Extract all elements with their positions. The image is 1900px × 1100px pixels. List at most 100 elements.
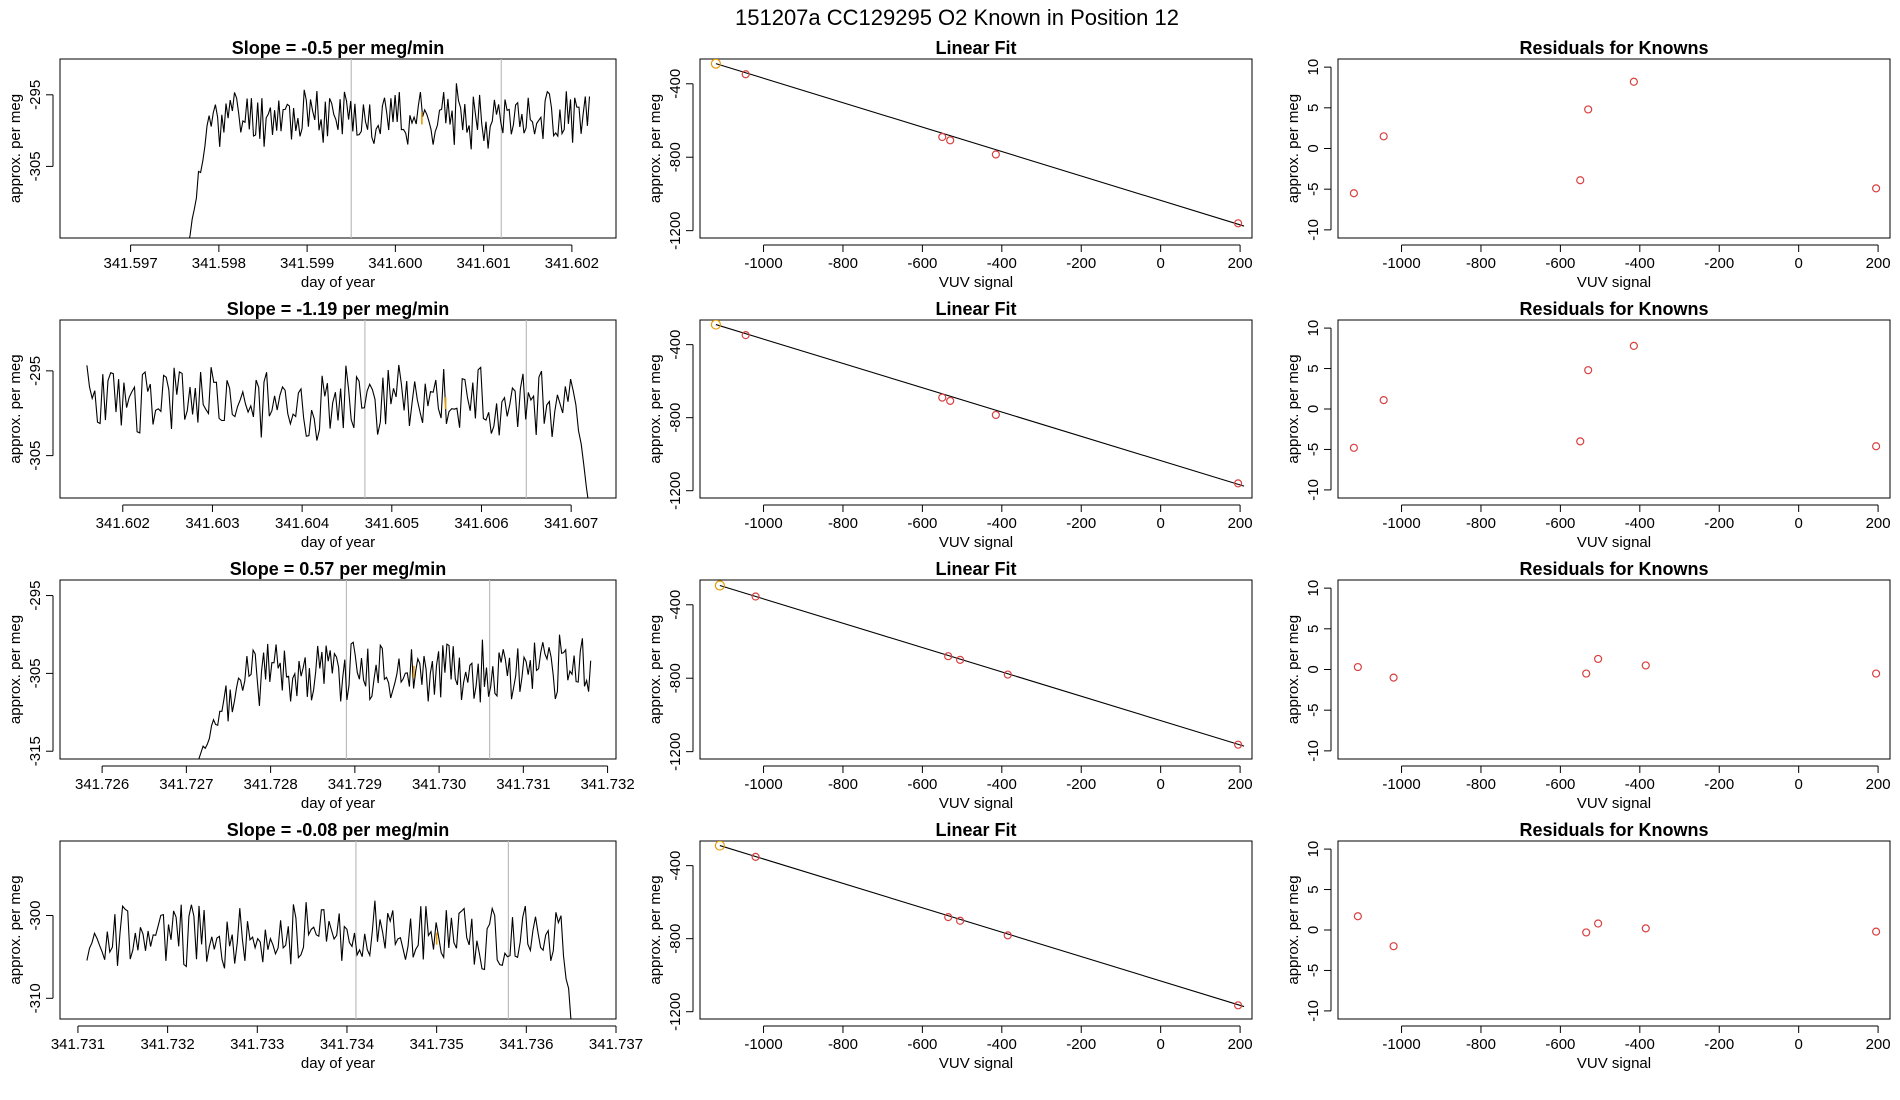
x-tick-label: 341.731 [51,1036,105,1053]
y-tick-label: -400 [667,590,684,620]
plot-data [714,580,1245,749]
x-tick-label: -800 [1466,255,1496,272]
y-tick-label: 5 [1305,625,1322,633]
x-tick-label: -1000 [1382,1036,1420,1053]
x-tick-label: 341.737 [589,1036,643,1053]
x-tick-label: 0 [1794,1036,1802,1053]
fit-line [719,845,1245,1008]
data-point [1582,928,1591,937]
time-series-line [86,364,589,498]
x-tick-label: -400 [987,1036,1017,1053]
data-point [741,331,750,340]
x-tick-label: -400 [1625,255,1655,272]
x-axis-label: VUV signal [1577,274,1651,291]
panel-title: Residuals for Knowns [1519,299,1708,319]
time-series-panel-row-1: Slope = -0.5 per meg/min 341.597 341.598 34… [7,38,617,291]
x-tick-label: -800 [828,776,858,793]
fit-line [715,324,1245,487]
y-tick-label: -800 [667,924,684,954]
x-tick-label: 0 [1156,515,1164,532]
x-tick-label: -400 [1625,1036,1655,1053]
plot-frame [699,319,1253,499]
y-tick-label: -10 [1305,219,1322,241]
data-point [1349,443,1358,452]
x-axis-label: day of year [301,1055,375,1072]
y-axis-label: approx. per meg [7,94,24,203]
y-tick-label: -295 [27,80,44,110]
y-axis-label: approx. per meg [1285,354,1302,463]
x-tick-label: -600 [1545,515,1575,532]
y-tick-label: -295 [27,581,44,611]
y-tick-label: -800 [667,142,684,172]
y-axis-label: approx. per meg [7,875,24,984]
plot-frame [1337,319,1891,499]
x-tick-label: -1000 [1382,515,1420,532]
data-point [991,410,1000,420]
y-tick-label: 0 [1305,144,1322,152]
y-tick-label: 0 [1305,665,1322,673]
plot-frame [59,319,617,499]
time-series-panel-row-4: Slope = -0.08 per meg/min 341.731 341.732 3… [7,820,643,1072]
data-point [1389,673,1398,682]
panel-title: Residuals for Knowns [1519,38,1708,58]
x-tick-label: -800 [828,1036,858,1053]
x-tick-label: -1000 [744,515,782,532]
x-tick-label: -1000 [1382,255,1420,272]
x-tick-label: 0 [1156,776,1164,793]
x-tick-label: 200 [1228,515,1253,532]
x-tick-label: -200 [1704,515,1734,532]
plot-frame [59,58,617,239]
plot-data [86,320,589,498]
highlight-point [714,841,725,851]
data-point [956,916,965,925]
plot-data [198,580,592,759]
x-tick-label: -600 [1545,1036,1575,1053]
x-tick-label: -1000 [744,255,782,272]
x-axis-label: VUV signal [1577,1055,1651,1072]
y-axis-label: approx. per meg [7,615,24,724]
data-point [1641,924,1650,933]
x-tick-label: -800 [1466,776,1496,793]
y-tick-label: 5 [1305,364,1322,372]
y-tick-label: -5 [1305,964,1322,977]
data-point [1003,670,1012,679]
x-tick-label: 200 [1228,1036,1253,1053]
plot-frame [1337,58,1891,239]
highlight-point [710,59,721,69]
data-point [991,150,1000,159]
y-tick-label: -1200 [667,732,684,770]
data-point [741,70,750,79]
x-tick-label: 0 [1794,255,1802,272]
data-point [1594,654,1603,664]
data-point [1576,437,1585,446]
data-point [1349,189,1358,198]
plot-frame [59,579,617,760]
residuals-panel-row-1: Residuals for Knowns-1000 -800 -600 -400 -20… [1285,38,1891,291]
data-point [1353,912,1362,921]
y-axis-label: approx. per meg [647,875,664,984]
x-tick-label: 341.733 [230,1036,284,1053]
data-point [1234,740,1243,749]
y-tick-label: -5 [1305,183,1322,196]
y-axis-label: approx. per meg [647,354,664,463]
plot-frame [1337,840,1891,1020]
data-point [956,655,965,664]
plot-data [1349,77,1881,198]
x-tick-label: -200 [1066,776,1096,793]
panel-grid: Slope = -0.5 per meg/min 341.597 341.598 34… [7,38,1891,1072]
x-tick-label: 341.728 [243,776,297,793]
panel-title: Linear Fit [935,38,1016,58]
y-tick-label: 10 [1305,320,1322,337]
y-axis-label: approx. per meg [647,94,664,203]
y-tick-label: -1200 [667,211,684,249]
x-axis-label: VUV signal [1577,534,1651,551]
y-tick-label: -800 [667,403,684,433]
panel-title: Slope = -0.08 per meg/min [227,820,450,840]
time-series-panel-row-3: Slope = 0.57 per meg/min 341.726 341.727 34… [7,559,635,812]
panel-title: Slope = 0.57 per meg/min [230,559,447,579]
x-tick-label: 341.600 [368,255,422,272]
x-tick-label: 341.602 [96,515,150,532]
y-tick-label: -1200 [667,993,684,1031]
residuals-panel-row-2: Residuals for Knowns-1000 -800 -600 -400 -20… [1285,299,1891,551]
